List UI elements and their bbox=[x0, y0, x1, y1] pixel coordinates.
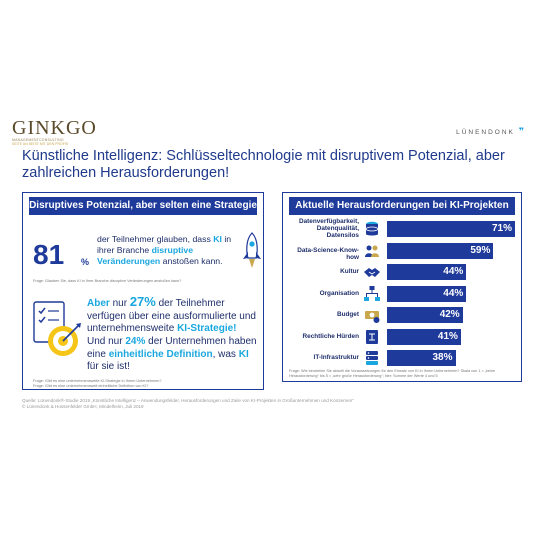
left-panel: Disruptives Potenzial, aber selten eine … bbox=[22, 192, 264, 390]
people-gears-icon bbox=[365, 245, 379, 257]
stat2-hl2: KI-Strategie! bbox=[177, 323, 237, 334]
luenendonk-logo: LÜNENDONK ❞ bbox=[456, 126, 524, 137]
right-panel-title: Aktuelle Herausforderungen bei KI-Projek… bbox=[289, 197, 515, 215]
target-checklist-icon bbox=[33, 301, 81, 356]
bar-value-label: 38% bbox=[432, 352, 453, 363]
bar: 59% bbox=[387, 242, 494, 259]
bar-category-label: Kultur bbox=[340, 268, 359, 275]
bar-track: 44% bbox=[387, 285, 515, 302]
law-book-icon bbox=[366, 329, 378, 344]
bar-track: 59% bbox=[387, 242, 515, 259]
stat1-part2: in ihrer Branche bbox=[97, 234, 232, 255]
bar-row: Organisation 44% bbox=[287, 284, 515, 304]
stat3-part3: , was bbox=[212, 348, 239, 360]
ginkgo-logo-tagline: SEITE AN SEITE MIT DEN PROFIS bbox=[12, 142, 69, 146]
stat1-hl1: KI bbox=[213, 234, 222, 244]
org-chart-icon bbox=[364, 285, 380, 301]
bar-category-label: Data-Science-Know-how bbox=[297, 246, 359, 261]
bar-track: 42% bbox=[387, 307, 515, 323]
ginkgo-logo-word: GINKGO bbox=[12, 117, 97, 139]
stat2-mid: nur bbox=[109, 298, 130, 309]
stat1-part1: der Teilnehmer glauben, dass bbox=[97, 234, 214, 244]
bar-value-label: 41% bbox=[437, 330, 458, 342]
bar-row: Kultur 44% bbox=[287, 262, 515, 282]
bar-row: Budget 42% bbox=[287, 305, 515, 325]
question1-note: Frage: Glauben Sie, dass KI in Ihrer Bra… bbox=[33, 279, 182, 283]
stat2-text: Aber nur 27% der Teilnehmer verfügen übe… bbox=[87, 294, 261, 336]
stat3-hl2: einheitliche Definition bbox=[108, 348, 213, 360]
bar: 41% bbox=[387, 328, 461, 345]
bar-value-label: 44% bbox=[443, 266, 464, 277]
stat3-part4: für sie ist! bbox=[87, 361, 130, 372]
bar-track: 71% bbox=[387, 221, 515, 237]
quote-mark-icon: ❞ bbox=[518, 126, 524, 136]
bar-track: 41% bbox=[387, 328, 515, 345]
rocket-icon bbox=[243, 232, 261, 268]
stat2-number: 27% bbox=[129, 294, 156, 309]
bar-row: Datenverfügbarkeit, Datenqualität, Datens… bbox=[287, 218, 515, 239]
bar: 42% bbox=[387, 307, 463, 323]
stat1-unit: % bbox=[81, 257, 90, 267]
stat1-part3: anstoßen kann. bbox=[160, 256, 223, 266]
database-icon bbox=[365, 221, 379, 236]
bar-category-label: IT-Infrastruktur bbox=[313, 354, 359, 361]
stat3-hl1: 24% bbox=[125, 336, 146, 347]
question2-note: Frage: Gibt es eine unternehmensweite KI… bbox=[33, 379, 162, 388]
bar: 44% bbox=[387, 264, 467, 280]
stat1-hl2: disruptive Veränderungen bbox=[97, 245, 194, 266]
bar: 44% bbox=[387, 285, 467, 302]
bar: 71% bbox=[387, 221, 515, 237]
money-icon bbox=[365, 311, 380, 323]
bar-value-label: 71% bbox=[491, 223, 512, 234]
bar-track: 38% bbox=[387, 350, 515, 366]
question3-note: Frage: Wie beurteilen Sie aktuell die Vo… bbox=[289, 369, 496, 378]
ginkgo-logo-subline: MANAGEMENTCONSULTING bbox=[12, 138, 64, 142]
source-note: Quelle: Lünendonk®-Studie 2019 „Künstlic… bbox=[22, 398, 522, 410]
bar-row: IT-Infrastruktur 38% bbox=[287, 348, 515, 368]
stat1-text: der Teilnehmer glauben, dass KI in ihrer… bbox=[97, 234, 242, 267]
bar-row: Data-Science-Know-how 59% bbox=[287, 241, 515, 261]
bar-category-label: Budget bbox=[336, 311, 359, 318]
bar-row: Rechtliche Hürden 41% bbox=[287, 327, 515, 347]
bar-category-label: Datenverfügbarkeit, Datenqualität, Datens… bbox=[298, 218, 359, 239]
stat2-part1: der Teilnehmer verfügen über eine ausfor… bbox=[87, 298, 256, 334]
bar-value-label: 42% bbox=[439, 309, 460, 320]
source-line1: Quelle: Lünendonk®-Studie 2019 „Künstlic… bbox=[22, 398, 354, 403]
left-panel-title: Disruptives Potenzial, aber selten eine … bbox=[29, 197, 257, 215]
stat3-part2: der Unternehmen haben eine bbox=[87, 336, 257, 360]
ginkgo-logo: GINKGO MANAGEMENTCONSULTING SEITE AN SEI… bbox=[12, 118, 102, 146]
bar-value-label: 44% bbox=[443, 287, 464, 299]
stat3-part1: Und nur bbox=[87, 336, 126, 347]
stat3-hl3: KI bbox=[238, 348, 249, 360]
luenendonk-logo-word: LÜNENDONK bbox=[456, 129, 515, 136]
bar-value-label: 59% bbox=[470, 244, 491, 256]
bar-category-label: Rechtliche Hürden bbox=[302, 332, 359, 340]
question2a-note: Frage: Gibt es eine unternehmensweite KI… bbox=[33, 379, 162, 383]
question2b-note: Frage: Gibt es eine unternehmensweit ein… bbox=[33, 383, 149, 388]
handshake-icon bbox=[364, 268, 380, 277]
stat1-number: 81 bbox=[33, 239, 65, 270]
page-title: Künstliche Intelligenz: Schlüsseltechnol… bbox=[22, 148, 505, 181]
source-line2: © Lünendonk & Hossenfelder GmbH, Mindelh… bbox=[22, 404, 144, 409]
right-panel: Aktuelle Herausforderungen bei KI-Projek… bbox=[282, 192, 522, 382]
server-icon bbox=[366, 351, 378, 365]
stat3-text: Und nur 24% der Unternehmen haben eine e… bbox=[87, 336, 261, 374]
bar-track: 44% bbox=[387, 264, 515, 280]
stat2-hl1: Aber bbox=[87, 298, 110, 309]
bar: 38% bbox=[387, 350, 456, 366]
bar-category-label: Organisation bbox=[319, 289, 359, 297]
